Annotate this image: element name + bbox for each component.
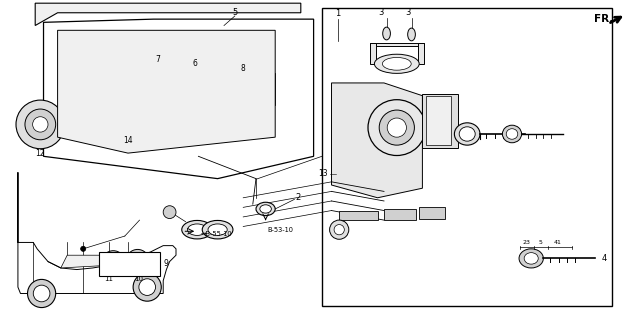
- Ellipse shape: [182, 220, 212, 239]
- Circle shape: [115, 128, 126, 140]
- Text: 4: 4: [602, 254, 607, 263]
- Polygon shape: [61, 255, 118, 268]
- Polygon shape: [58, 30, 275, 153]
- Bar: [243, 96, 266, 104]
- Ellipse shape: [454, 123, 480, 145]
- Circle shape: [33, 117, 48, 132]
- Polygon shape: [35, 3, 301, 26]
- Text: 10: 10: [134, 276, 143, 282]
- Ellipse shape: [524, 253, 538, 264]
- Ellipse shape: [408, 28, 415, 41]
- Ellipse shape: [260, 205, 271, 213]
- Bar: [370, 43, 424, 46]
- Ellipse shape: [506, 129, 518, 139]
- Bar: [418, 43, 424, 64]
- Polygon shape: [332, 83, 422, 198]
- Text: 2: 2: [296, 193, 301, 202]
- Circle shape: [330, 220, 349, 239]
- Circle shape: [126, 249, 149, 272]
- Bar: [133, 252, 142, 258]
- Bar: [102, 118, 243, 131]
- Circle shape: [107, 256, 120, 269]
- Text: 3: 3: [379, 8, 384, 17]
- Circle shape: [16, 100, 65, 149]
- Ellipse shape: [383, 57, 412, 70]
- Text: 9: 9: [163, 259, 168, 268]
- Circle shape: [104, 40, 191, 126]
- Text: 7: 7: [155, 55, 160, 63]
- Circle shape: [163, 206, 176, 219]
- Bar: [422, 94, 458, 148]
- Text: 1: 1: [335, 9, 340, 18]
- Circle shape: [139, 279, 156, 295]
- Text: 11: 11: [104, 276, 113, 282]
- Text: 8: 8: [241, 64, 246, 73]
- Circle shape: [116, 52, 178, 114]
- Polygon shape: [18, 172, 176, 293]
- Bar: [99, 252, 160, 276]
- Text: 14: 14: [123, 136, 133, 145]
- Bar: [322, 8, 612, 306]
- Bar: [239, 75, 270, 102]
- Ellipse shape: [208, 224, 227, 235]
- Polygon shape: [44, 19, 314, 179]
- Ellipse shape: [379, 110, 415, 145]
- Text: B-53-10: B-53-10: [268, 227, 294, 233]
- Ellipse shape: [519, 249, 543, 268]
- Ellipse shape: [383, 27, 390, 40]
- Ellipse shape: [202, 220, 233, 239]
- Circle shape: [33, 285, 50, 302]
- Bar: [339, 211, 378, 220]
- Ellipse shape: [188, 224, 207, 235]
- Ellipse shape: [186, 86, 198, 99]
- Circle shape: [25, 109, 56, 140]
- Text: 12: 12: [36, 149, 45, 158]
- Bar: [384, 209, 416, 220]
- Ellipse shape: [502, 125, 522, 143]
- Circle shape: [102, 251, 125, 274]
- Circle shape: [334, 225, 344, 235]
- Ellipse shape: [180, 81, 204, 104]
- Ellipse shape: [173, 75, 211, 110]
- Text: 13: 13: [319, 169, 328, 178]
- Bar: [109, 252, 118, 258]
- Text: 6: 6: [193, 59, 198, 68]
- Circle shape: [28, 279, 56, 308]
- Text: 41: 41: [554, 240, 562, 245]
- Ellipse shape: [256, 202, 275, 216]
- Text: 5: 5: [232, 8, 237, 17]
- Circle shape: [133, 273, 161, 301]
- Ellipse shape: [368, 100, 426, 156]
- Bar: [419, 207, 445, 219]
- Ellipse shape: [387, 118, 406, 137]
- Bar: [370, 43, 376, 64]
- Ellipse shape: [460, 127, 476, 141]
- Text: →B-55-10: →B-55-10: [200, 232, 232, 237]
- Text: FR.: FR.: [594, 14, 613, 24]
- Text: 23: 23: [522, 240, 530, 245]
- Circle shape: [81, 246, 86, 251]
- Ellipse shape: [374, 54, 419, 73]
- Bar: [426, 96, 451, 145]
- Ellipse shape: [157, 118, 189, 131]
- Circle shape: [131, 67, 163, 99]
- Circle shape: [131, 255, 144, 267]
- Bar: [237, 73, 275, 105]
- Text: 3: 3: [406, 8, 411, 17]
- Text: 5: 5: [539, 240, 543, 245]
